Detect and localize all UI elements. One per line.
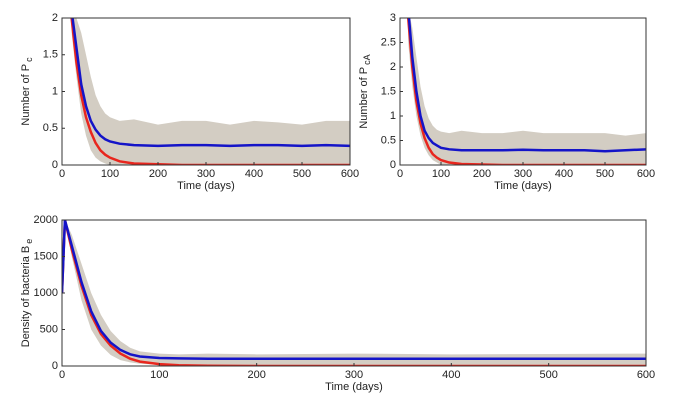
x-tick-label: 400 <box>245 168 263 180</box>
y-axis-label-subscript: c <box>24 57 34 62</box>
series-line <box>407 18 646 153</box>
range-band <box>408 18 646 165</box>
y-axis-label: Number of P cA <box>358 54 372 128</box>
y-tick-label: 0.5 <box>381 134 396 146</box>
y-axis-label-main: Number of P <box>358 67 370 129</box>
x-tick-label: 300 <box>345 369 363 381</box>
series-line <box>62 220 646 360</box>
x-axis-label: Time (days) <box>177 180 235 192</box>
x-tick-label: 500 <box>596 168 614 180</box>
x-tick-label: 0 <box>59 369 65 381</box>
x-tick-label: 300 <box>197 168 215 180</box>
x-tick-label: 100 <box>432 168 450 180</box>
range-band <box>62 220 646 366</box>
plot-area <box>62 220 646 366</box>
y-tick-label: 2 <box>52 12 58 24</box>
y-tick-label: 1000 <box>34 287 58 299</box>
y-axis-label-subscript: cA <box>362 54 372 65</box>
y-tick-label: 2 <box>390 61 396 73</box>
series-line <box>406 18 646 165</box>
y-tick-label: 1500 <box>34 250 58 262</box>
x-tick-label: 400 <box>555 168 573 180</box>
series-line <box>70 18 350 165</box>
x-axis-label: Time (days) <box>494 180 552 192</box>
series-line <box>62 220 646 366</box>
x-tick-label: 600 <box>637 369 655 381</box>
plot-area <box>406 18 646 165</box>
y-tick-label: 0.5 <box>43 122 58 134</box>
y-tick-label: 3 <box>390 12 396 24</box>
x-tick-label: 200 <box>247 369 265 381</box>
y-tick-label: 1.5 <box>381 85 396 97</box>
y-axis-label: Number of P c <box>20 57 34 126</box>
y-axis-label-subscript: e <box>24 239 34 244</box>
y-tick-label: 1 <box>390 110 396 122</box>
series-line <box>71 18 350 148</box>
x-tick-label: 100 <box>101 168 119 180</box>
y-tick-label: 0 <box>52 159 58 171</box>
range-band <box>71 18 350 165</box>
y-tick-label: 2.5 <box>381 36 396 48</box>
x-tick-label: 0 <box>59 168 65 180</box>
x-tick-label: 600 <box>341 168 359 180</box>
x-tick-label: 0 <box>397 168 403 180</box>
x-axis-label: Time (days) <box>325 381 383 393</box>
x-tick-label: 500 <box>539 369 557 381</box>
y-tick-label: 500 <box>40 323 58 335</box>
x-tick-label: 500 <box>293 168 311 180</box>
x-tick-label: 100 <box>150 369 168 381</box>
y-tick-label: 0 <box>390 159 396 171</box>
y-axis-label-main: Number of P <box>20 64 32 126</box>
x-tick-label: 200 <box>473 168 491 180</box>
y-tick-label: 1.5 <box>43 49 58 61</box>
x-tick-label: 200 <box>149 168 167 180</box>
plot-area <box>70 18 350 165</box>
x-tick-label: 300 <box>514 168 532 180</box>
y-tick-label: 0 <box>52 360 58 372</box>
axes-box <box>61 219 647 367</box>
y-tick-label: 1 <box>52 85 58 97</box>
y-axis-label: Density of bacteria B e <box>20 239 34 348</box>
y-tick-label: 2000 <box>34 214 58 226</box>
x-tick-label: 400 <box>442 369 460 381</box>
y-axis-label-main: Density of bacteria B <box>20 246 32 348</box>
x-tick-label: 600 <box>637 168 655 180</box>
